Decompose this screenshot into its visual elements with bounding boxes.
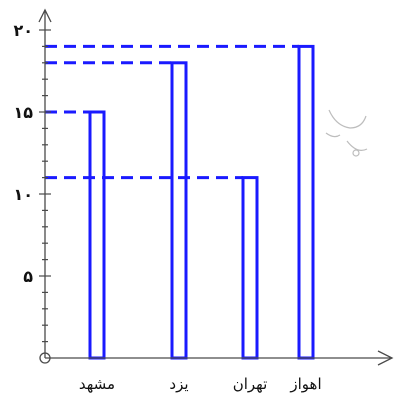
- x-tick-labels: مشهد یزد تهران اهواز: [79, 375, 322, 393]
- bar: [88, 110, 106, 360]
- bar: [297, 44, 315, 360]
- x-axis-arrow: [377, 350, 394, 366]
- x-tick-label: اهواز: [289, 375, 321, 393]
- watermark: [325, 109, 368, 157]
- axes: [38, 8, 394, 366]
- y-tick-labels: ۵ ۱۰ ۱۵ ۲۰: [13, 21, 33, 286]
- x-tick-label: مشهد: [79, 375, 115, 393]
- origin-marker: [39, 352, 51, 364]
- bar: [241, 176, 259, 360]
- bar: [170, 61, 188, 360]
- guide-lines: [45, 44, 299, 180]
- y-tick-label: ۱۵: [13, 103, 33, 122]
- bars: [88, 44, 315, 360]
- y-ticks: [39, 29, 51, 343]
- y-tick-label: ۵: [23, 267, 33, 286]
- y-tick-label: ۲۰: [13, 21, 33, 40]
- x-tick-label: یزد: [169, 375, 188, 393]
- y-tick-label: ۱۰: [13, 185, 33, 204]
- x-tick-label: تهران: [233, 375, 268, 393]
- y-axis-arrow: [38, 8, 52, 23]
